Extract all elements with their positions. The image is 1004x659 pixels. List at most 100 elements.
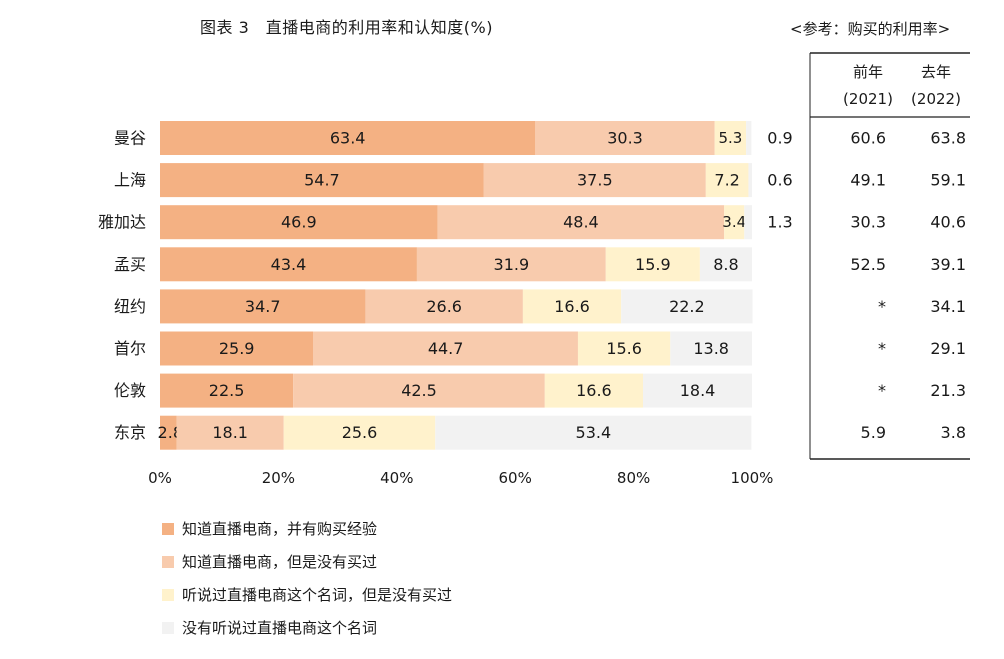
- ref-cell-2022: 21.3: [930, 381, 966, 400]
- ref-cell-2021: *: [878, 297, 886, 316]
- ref-cell-2022: 34.1: [930, 297, 966, 316]
- ref-cell-2021: *: [878, 381, 886, 400]
- bar-segment: [699, 247, 752, 282]
- bar-segment: [160, 373, 294, 408]
- ref-cell-2022: 63.8: [930, 129, 966, 148]
- bar-segment: [160, 205, 438, 240]
- bar-segment: [160, 163, 484, 198]
- ref-column-header: 去年: [921, 63, 951, 81]
- data-label: 34.7: [245, 297, 281, 316]
- legend-item: 知道直播电商，并有购买经验: [162, 512, 452, 545]
- legend-label: 知道直播电商，但是没有买过: [182, 553, 378, 571]
- data-label: 26.6: [426, 297, 462, 316]
- bar-segment: [544, 373, 644, 408]
- bar-segment: [160, 247, 417, 282]
- ref-cell-2021: 52.5: [850, 255, 886, 274]
- bar-segment: [416, 247, 606, 282]
- data-label: 5.3: [718, 129, 742, 147]
- data-label: 18.1: [212, 423, 248, 442]
- legend-item: 知道直播电商，但是没有买过: [162, 545, 452, 578]
- bar-segment: [365, 289, 523, 324]
- data-label: 31.9: [494, 255, 530, 274]
- data-label: 16.6: [554, 297, 590, 316]
- legend-swatch: [162, 588, 174, 601]
- data-label: 22.5: [209, 381, 245, 400]
- category-label: 曼谷: [114, 129, 146, 148]
- data-label: 18.4: [680, 381, 716, 400]
- bar-segment: [293, 373, 545, 408]
- data-label: 7.2: [714, 171, 739, 190]
- bar-segment: [670, 331, 752, 366]
- ref-cell-2021: 49.1: [850, 171, 886, 190]
- data-label: 15.6: [606, 339, 642, 358]
- x-tick-label: 60%: [499, 469, 532, 487]
- ref-cell-2021: *: [878, 339, 886, 358]
- legend-item: 没有听说过直播电商这个名词: [162, 611, 452, 644]
- legend-label: 听说过直播电商这个名词，但是没有买过: [182, 586, 453, 604]
- data-label: 25.9: [219, 339, 255, 358]
- bar-segment: [160, 331, 314, 366]
- reference-title: <参考：购买的利用率>: [790, 20, 951, 38]
- legend: 知道直播电商，并有购买经验 知道直播电商，但是没有买过 听说过直播电商这个名词，…: [162, 512, 452, 644]
- ref-cell-2022: 40.6: [930, 213, 966, 232]
- bar-segment: [744, 205, 752, 240]
- data-label: 1.3: [767, 213, 792, 232]
- bar-segment: [283, 415, 436, 450]
- data-label: 48.4: [563, 213, 599, 232]
- ref-column-year: (2022): [911, 90, 961, 108]
- bar-segment: [160, 289, 366, 324]
- bar-segment: [724, 205, 745, 240]
- data-label: 54.7: [304, 171, 340, 190]
- data-label: 16.6: [576, 381, 612, 400]
- category-label: 上海: [114, 171, 146, 190]
- bar-segment: [522, 289, 622, 324]
- bar-segment: [437, 205, 725, 240]
- data-label: 13.8: [693, 339, 729, 358]
- category-label: 首尔: [114, 339, 146, 358]
- x-tick-label: 0%: [148, 469, 172, 487]
- data-label: 46.9: [281, 213, 317, 232]
- ref-cell-2022: 3.8: [941, 423, 966, 442]
- legend-label: 没有听说过直播电商这个名词: [182, 619, 378, 637]
- data-label: 63.4: [330, 129, 366, 148]
- bar-segment: [313, 331, 578, 366]
- bar-segment: [705, 163, 749, 198]
- category-label: 雅加达: [98, 213, 146, 232]
- bar-segment: [621, 289, 753, 324]
- bar-segment: [435, 415, 752, 450]
- bar-segment: [176, 415, 284, 450]
- ref-cell-2021: 30.3: [850, 213, 886, 232]
- data-label: 44.7: [428, 339, 464, 358]
- bar-segment: [714, 121, 747, 155]
- data-label: 0.9: [767, 129, 792, 148]
- ref-cell-2021: 60.6: [850, 129, 886, 148]
- bar-segment: [748, 163, 752, 198]
- bar-segment: [483, 163, 706, 198]
- data-label: 43.4: [271, 255, 307, 274]
- category-label: 东京: [114, 423, 146, 442]
- data-label: 8.8: [713, 255, 738, 274]
- data-label: 3.4: [722, 213, 746, 231]
- data-label: 53.4: [576, 423, 612, 442]
- ref-cell-2022: 59.1: [930, 171, 966, 190]
- bar-segment: [160, 415, 177, 450]
- bar-segment: [160, 121, 536, 155]
- category-label: 孟买: [114, 255, 146, 274]
- legend-swatch: [162, 621, 174, 634]
- chart-title: 图表 3 直播电商的利用率和认知度(%): [200, 18, 493, 37]
- x-tick-label: 40%: [380, 469, 413, 487]
- legend-item: 听说过直播电商这个名词，但是没有买过: [162, 578, 452, 611]
- data-label: 42.5: [401, 381, 437, 400]
- data-label: 0.6: [767, 171, 792, 190]
- data-label: 15.9: [635, 255, 671, 274]
- ref-column-header: 前年: [853, 63, 883, 81]
- category-label: 伦敦: [114, 381, 146, 400]
- bar-segment: [643, 373, 752, 408]
- data-label: 22.2: [669, 297, 705, 316]
- data-label: 25.6: [342, 423, 378, 442]
- x-tick-label: 100%: [731, 469, 774, 487]
- bar-segment: [535, 121, 715, 155]
- chart-svg: 曼谷 63.4 30.3 5.3 0.9 上海 54.7 37.5 7.2 0.6 雅加达 46.9 4…: [98, 52, 970, 487]
- legend-swatch: [162, 522, 174, 535]
